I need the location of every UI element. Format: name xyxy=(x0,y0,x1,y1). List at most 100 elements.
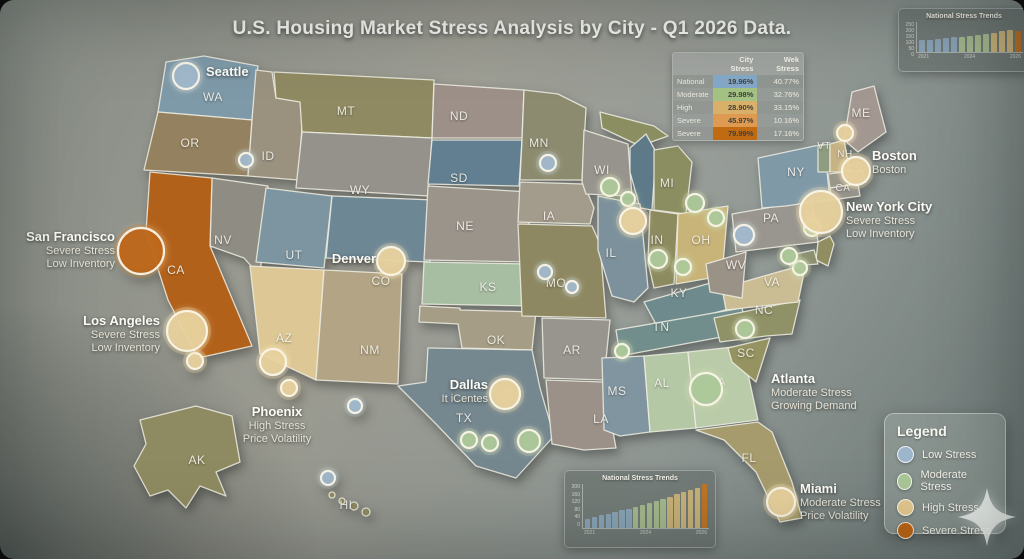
state-shape-nj[interactable] xyxy=(815,235,835,267)
bubble-moderate-7[interactable] xyxy=(619,190,637,208)
legend-swatch-icon xyxy=(897,499,914,516)
state-label-nm: NM xyxy=(360,343,380,357)
state-shape-ms[interactable] xyxy=(601,355,651,437)
city-name: Dallas xyxy=(449,377,488,392)
city-bubble-los-angeles[interactable] xyxy=(165,309,209,353)
state-shape-hi[interactable] xyxy=(338,497,346,505)
bubble-high-24[interactable] xyxy=(835,123,855,143)
bubble-low-5[interactable] xyxy=(538,153,558,173)
bubble-low-14[interactable] xyxy=(536,263,554,281)
state-label-ny: NY xyxy=(787,165,805,179)
city-bubble-atlanta[interactable] xyxy=(688,371,724,407)
city-bubble-denver[interactable] xyxy=(375,245,407,277)
city-bubble-boston[interactable] xyxy=(840,155,872,187)
state-shape-mo[interactable] xyxy=(517,223,607,319)
bubble-moderate-12[interactable] xyxy=(647,248,669,270)
bubble-moderate-22[interactable] xyxy=(480,433,500,453)
bubble-moderate-18[interactable] xyxy=(791,259,809,277)
state-shape-nd[interactable] xyxy=(431,83,525,139)
y-tick: 160 xyxy=(571,491,580,498)
state-label-ut: UT xyxy=(286,248,303,262)
chart-bar xyxy=(667,496,673,528)
state-shape-hi[interactable] xyxy=(328,491,336,499)
state-shape-ks[interactable] xyxy=(421,261,533,307)
bubble-moderate-6[interactable] xyxy=(599,176,621,198)
bubble-low-15[interactable] xyxy=(564,279,580,295)
bubble-moderate-9[interactable] xyxy=(684,192,706,214)
state-shape-wv[interactable] xyxy=(705,251,747,299)
state-shape-me[interactable] xyxy=(843,85,887,153)
city-bubble-seattle[interactable] xyxy=(171,61,201,91)
legend-item-low-stress[interactable]: Low Stress xyxy=(897,446,993,463)
y-tick: 250 xyxy=(905,22,914,28)
bubble-moderate-20[interactable] xyxy=(779,246,799,266)
state-shape-hi[interactable] xyxy=(361,507,371,517)
bubble-low-11[interactable] xyxy=(732,223,756,247)
city-bubble-phoenix[interactable] xyxy=(258,347,288,377)
state-label-ca: CA xyxy=(836,183,851,194)
week-stress-value: 10.16% xyxy=(757,114,803,127)
state-shape-nm[interactable] xyxy=(315,269,403,385)
city-stress-value: 29.98% xyxy=(712,88,758,101)
chart-x-axis: 2021 2024 2026 xyxy=(582,529,709,536)
bubble-low-0[interactable] xyxy=(237,151,255,169)
bubble-high-8[interactable] xyxy=(618,206,648,236)
legend-swatch-icon xyxy=(897,446,914,463)
y-tick: 200 xyxy=(571,484,580,490)
bubble-moderate-21[interactable] xyxy=(459,430,479,450)
city-stress-value: 45.97% xyxy=(712,114,758,127)
city-bubble-dallas[interactable] xyxy=(488,377,522,411)
city-subtitle: High Stress xyxy=(248,419,306,432)
state-shape-ak[interactable] xyxy=(133,405,241,509)
state-shape-la[interactable] xyxy=(545,379,617,451)
legend-item-moderate-stress[interactable]: Moderate Stress xyxy=(897,469,993,493)
city-bubble-new-york-city[interactable] xyxy=(798,189,844,235)
state-label-az: AZ xyxy=(276,331,292,345)
x-tick: 2026 xyxy=(1009,54,1021,60)
city-stress-value: 28.90% xyxy=(712,101,758,114)
state-label-oh: OH xyxy=(692,233,711,247)
state-shape-sc[interactable] xyxy=(727,337,771,383)
city-bubble-miami[interactable] xyxy=(765,486,797,518)
sparkle-icon xyxy=(957,487,1017,547)
legend-label: Low Stress xyxy=(922,448,977,461)
city-subtitle: Severe Stress xyxy=(45,244,115,257)
bubble-low-3[interactable] xyxy=(346,397,364,415)
city-name: Phoenix xyxy=(251,404,303,419)
city-label-san-francisco: San Francisco Severe Stress Low Inventory xyxy=(26,229,115,271)
bubble-moderate-16[interactable] xyxy=(613,342,631,360)
legend-label: Moderate Stress xyxy=(920,469,967,493)
state-shape-ia[interactable] xyxy=(517,181,595,225)
state-shape-ut[interactable] xyxy=(255,187,333,269)
chart-bar xyxy=(687,489,694,528)
state-shape-hi[interactable] xyxy=(349,501,359,511)
city-bubble-san-francisco[interactable] xyxy=(116,226,166,276)
chart-bar xyxy=(974,34,982,52)
legend-item-high-stress[interactable]: High Stress xyxy=(897,499,993,516)
bubble-moderate-17[interactable] xyxy=(734,318,756,340)
legend-item-severe-stress[interactable]: Severe Stress xyxy=(897,522,993,539)
bubble-moderate-13[interactable] xyxy=(673,257,693,277)
state-shape-va[interactable] xyxy=(721,263,807,311)
chart-bar xyxy=(926,39,934,52)
table-row: Severe 79.99% 17.16% xyxy=(673,127,803,140)
x-tick: 2024 xyxy=(963,54,976,60)
state-shape-ok[interactable] xyxy=(418,305,537,351)
chart-bar xyxy=(612,512,618,528)
bubble-moderate-10[interactable] xyxy=(706,208,726,228)
bubble-high-2[interactable] xyxy=(279,378,299,398)
bubble-moderate-23[interactable] xyxy=(516,428,542,454)
state-label-or: OR xyxy=(181,136,200,150)
bubble-high-1[interactable] xyxy=(185,351,205,371)
city-subtitle: Severe Stress xyxy=(846,214,916,227)
state-shape-mi[interactable] xyxy=(653,145,693,215)
state-shape-mi[interactable] xyxy=(599,111,669,147)
city-subtitle: Price Volatility xyxy=(242,432,312,445)
bubble-low-4[interactable] xyxy=(319,469,337,487)
state-shape-sd[interactable] xyxy=(427,139,523,187)
table-row: Moderate 29.98% 32.76% xyxy=(673,88,803,101)
state-shape-ne[interactable] xyxy=(423,185,531,263)
city-subtitle: Low Inventory xyxy=(46,257,115,270)
chart-bar xyxy=(982,33,990,52)
state-shape-tx[interactable] xyxy=(397,347,555,479)
